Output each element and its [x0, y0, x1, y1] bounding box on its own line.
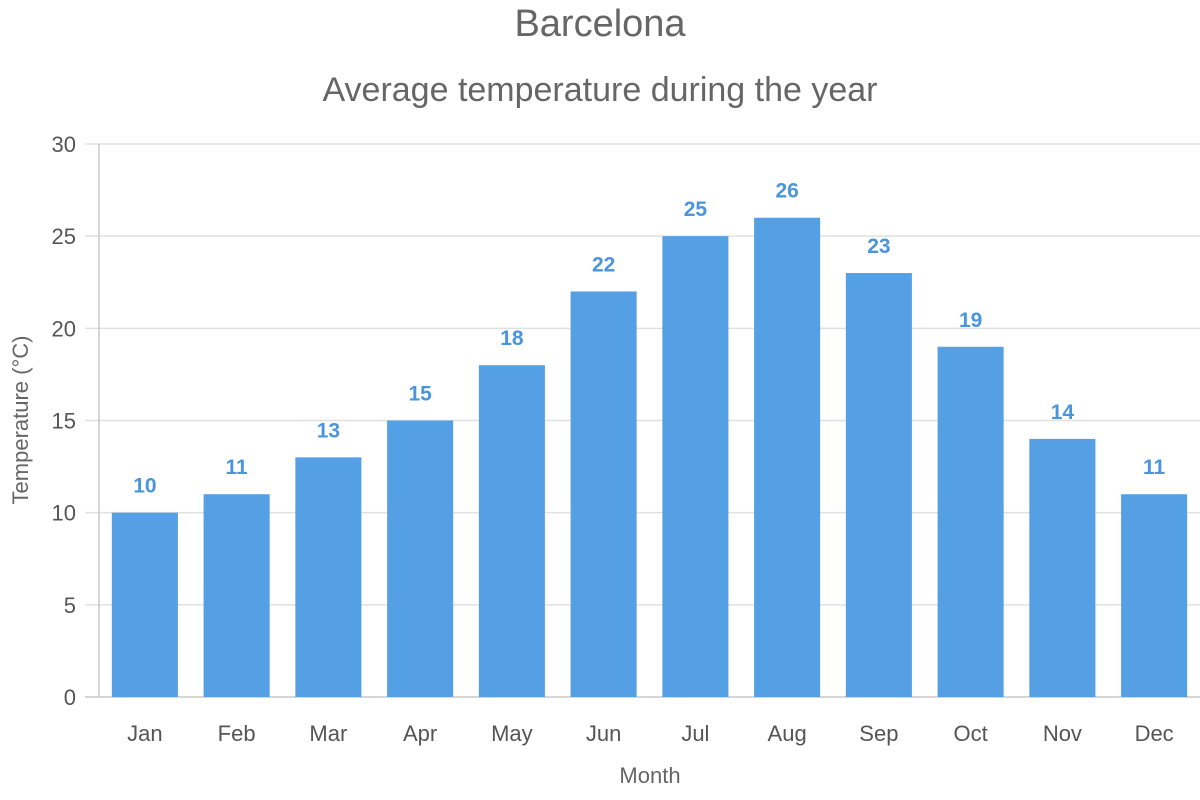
y-axis-title: Temperature (°C) — [8, 336, 33, 505]
bar-apr — [387, 420, 454, 697]
bar-may — [478, 365, 545, 697]
bar-dec — [1121, 494, 1188, 697]
gridlines — [85, 143, 1200, 698]
bar-jul — [662, 236, 729, 697]
y-tick-label-30: 30 — [52, 132, 76, 157]
x-tick-label-oct: Oct — [954, 721, 988, 746]
chart-title: Barcelona — [514, 3, 686, 45]
x-axis-title: Month — [619, 763, 680, 788]
y-tick-label-25: 25 — [52, 224, 76, 249]
x-tick-label-apr: Apr — [403, 721, 437, 746]
x-tick-label-jan: Jan — [127, 721, 162, 746]
y-tick-label-10: 10 — [52, 501, 76, 526]
chart-subtitle: Average temperature during the year — [322, 71, 877, 109]
tick-labels: 0 5 10 15 20 25 30 Jan Feb Mar Apr May Jun Jul Aug Sep O… — [52, 132, 1174, 746]
data-label-nov: 14 — [1051, 401, 1075, 424]
y-tick-label-5: 5 — [64, 593, 76, 618]
data-label-apr: 15 — [408, 383, 432, 406]
bar-jan — [111, 512, 178, 697]
bar-jun — [570, 291, 637, 697]
data-label-feb: 11 — [226, 456, 249, 479]
data-label-jul: 25 — [684, 198, 708, 221]
x-tick-label-nov: Nov — [1043, 721, 1082, 746]
bar-sep — [845, 273, 912, 697]
data-label-dec: 11 — [1143, 456, 1166, 479]
bar-nov — [1029, 438, 1096, 697]
data-label-jun: 22 — [592, 253, 615, 276]
data-label-may: 18 — [500, 327, 524, 350]
bar-mar — [295, 457, 362, 697]
x-tick-label-jun: Jun — [586, 721, 621, 746]
data-label-sep: 23 — [867, 235, 890, 258]
bar-aug — [754, 217, 821, 697]
data-label-jan: 10 — [133, 475, 156, 498]
x-tick-label-feb: Feb — [218, 721, 256, 746]
y-tick-label-15: 15 — [52, 409, 76, 434]
x-tick-label-jul: Jul — [681, 721, 709, 746]
data-labels: 10 11 13 15 18 22 25 26 23 19 14 11 — [133, 180, 1165, 498]
y-tick-label-0: 0 — [64, 685, 76, 710]
y-tick-label-20: 20 — [52, 316, 76, 341]
bars — [111, 217, 1188, 697]
data-label-aug: 26 — [775, 180, 798, 203]
bar-oct — [937, 346, 1004, 697]
bar-feb — [203, 494, 270, 697]
x-tick-label-may: May — [491, 721, 533, 746]
x-tick-label-sep: Sep — [859, 721, 898, 746]
data-label-oct: 19 — [959, 309, 982, 332]
x-tick-label-dec: Dec — [1135, 721, 1174, 746]
data-label-mar: 13 — [317, 419, 340, 442]
x-tick-label-aug: Aug — [768, 721, 807, 746]
x-tick-label-mar: Mar — [309, 721, 347, 746]
